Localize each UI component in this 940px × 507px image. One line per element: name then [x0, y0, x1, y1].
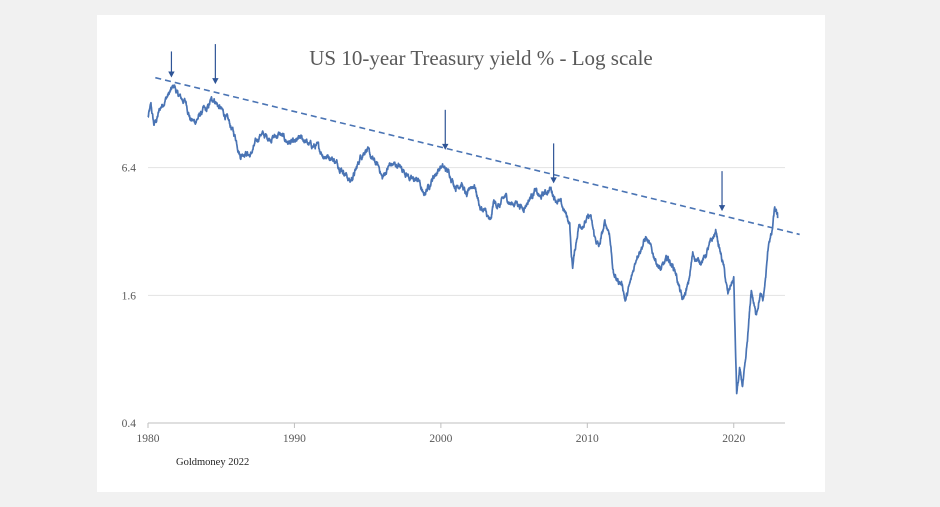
gridlines	[148, 167, 785, 296]
arrow-head	[442, 143, 449, 150]
arrow-head	[212, 78, 219, 85]
trendline-dashed	[155, 76, 800, 236]
tick-labels: 0.4 1.6 6.4 1980 1990 2000 2010 2020	[122, 163, 746, 445]
series-group	[147, 84, 779, 395]
x-tick-label: 2000	[429, 433, 452, 445]
x-axis	[147, 422, 785, 428]
treasury-yield-chart: 0.4 1.6 6.4 1980 1990 2000 2010 2020 US 10-year…	[122, 44, 800, 468]
peak-arrow	[718, 171, 726, 212]
y-tick-label: 0.4	[122, 418, 137, 430]
y-tick-label: 6.4	[122, 163, 137, 175]
peak-arrow	[442, 109, 449, 150]
x-tick-label: 2020	[722, 433, 745, 445]
arrow-head	[168, 71, 175, 78]
arrow-head	[718, 205, 726, 212]
x-tick-label: 1980	[137, 433, 160, 445]
x-tick-label: 1990	[283, 433, 306, 445]
chart-title: US 10-year Treasury yield % - Log scale	[309, 46, 653, 70]
arrow-head	[550, 177, 557, 184]
y-tick-label: 1.6	[122, 290, 137, 302]
source-note: Goldmoney 2022	[176, 457, 249, 468]
series-line-yield	[147, 84, 779, 395]
trendline-group	[155, 76, 800, 236]
peak-arrow	[168, 51, 175, 78]
arrow-annotations	[168, 44, 726, 212]
x-tick-label: 2010	[576, 433, 599, 445]
peak-arrow	[550, 143, 557, 184]
chart-frame: 0.4 1.6 6.4 1980 1990 2000 2010 2020 US 10-year…	[97, 15, 825, 492]
peak-arrow	[212, 44, 219, 85]
